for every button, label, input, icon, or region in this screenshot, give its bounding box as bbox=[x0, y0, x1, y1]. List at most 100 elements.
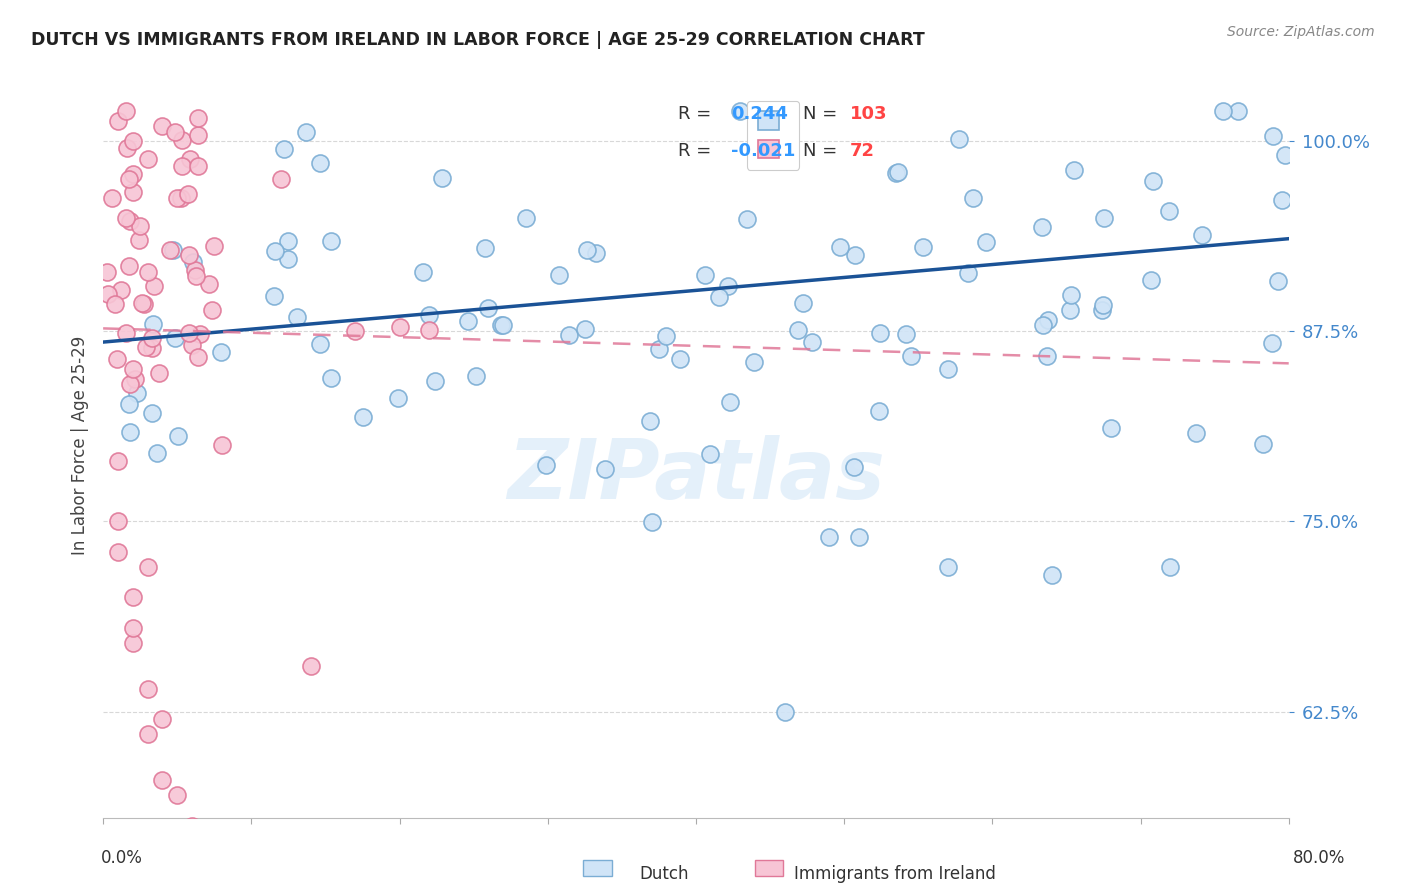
Point bbox=[129, 219, 152, 233]
Point bbox=[886, 166, 908, 180]
Point bbox=[181, 255, 204, 269]
Point bbox=[121, 591, 143, 605]
Point bbox=[170, 191, 193, 205]
Point bbox=[695, 268, 717, 282]
Point bbox=[848, 530, 870, 544]
Point bbox=[198, 277, 221, 292]
Text: Source: ZipAtlas.com: Source: ZipAtlas.com bbox=[1227, 25, 1375, 39]
Point bbox=[141, 331, 163, 345]
Point bbox=[735, 211, 758, 226]
Point bbox=[593, 462, 616, 476]
Point bbox=[142, 279, 165, 293]
Point bbox=[1063, 162, 1085, 177]
Point bbox=[886, 165, 908, 179]
Point bbox=[1212, 103, 1234, 118]
Point bbox=[477, 301, 499, 316]
Point bbox=[585, 245, 607, 260]
Point bbox=[1184, 425, 1206, 440]
Y-axis label: In Labor Force | Age 25-29: In Labor Force | Age 25-29 bbox=[72, 335, 89, 555]
Point bbox=[167, 429, 190, 443]
Point bbox=[648, 342, 671, 356]
Point bbox=[321, 371, 343, 385]
Point bbox=[432, 170, 454, 185]
Point bbox=[936, 560, 959, 574]
Point bbox=[101, 191, 124, 205]
Point bbox=[1159, 560, 1181, 574]
Point bbox=[558, 328, 581, 343]
Point bbox=[388, 319, 411, 334]
Point bbox=[457, 314, 479, 328]
Point bbox=[1251, 436, 1274, 450]
Text: R =: R = bbox=[678, 105, 717, 123]
Point bbox=[418, 308, 440, 322]
Point bbox=[148, 366, 170, 380]
Text: 103: 103 bbox=[851, 105, 887, 123]
Point bbox=[107, 453, 129, 467]
Point bbox=[105, 352, 128, 367]
Point bbox=[1157, 203, 1180, 218]
Point bbox=[492, 318, 515, 332]
Point bbox=[187, 351, 209, 365]
Point bbox=[166, 191, 188, 205]
Point bbox=[201, 302, 224, 317]
Point bbox=[1091, 303, 1114, 318]
Point bbox=[655, 329, 678, 343]
Point bbox=[114, 211, 136, 225]
Text: N =: N = bbox=[803, 142, 842, 161]
Point bbox=[387, 392, 409, 406]
Point bbox=[638, 414, 661, 428]
Point bbox=[948, 132, 970, 146]
Point bbox=[1092, 298, 1115, 312]
Point bbox=[1099, 420, 1122, 434]
Point bbox=[115, 141, 138, 155]
Point bbox=[1260, 336, 1282, 351]
Point bbox=[309, 337, 332, 351]
Point bbox=[474, 241, 496, 255]
Point bbox=[773, 705, 796, 719]
Point bbox=[166, 788, 188, 802]
Point bbox=[202, 239, 225, 253]
Point bbox=[142, 317, 165, 331]
Point bbox=[536, 458, 558, 472]
Point bbox=[96, 265, 118, 279]
Point bbox=[118, 259, 141, 273]
Point bbox=[412, 265, 434, 279]
Point bbox=[936, 362, 959, 376]
Point bbox=[1140, 273, 1163, 287]
Point bbox=[187, 159, 209, 173]
Point bbox=[263, 289, 285, 303]
Point bbox=[122, 168, 145, 182]
Point bbox=[121, 185, 143, 199]
Point bbox=[1142, 174, 1164, 188]
Text: Dutch: Dutch bbox=[640, 865, 689, 883]
Point bbox=[742, 354, 765, 368]
Point bbox=[641, 515, 664, 529]
Point bbox=[1059, 302, 1081, 317]
Point bbox=[894, 326, 917, 341]
Point bbox=[956, 266, 979, 280]
Point bbox=[800, 335, 823, 350]
Point bbox=[842, 459, 865, 474]
Point bbox=[489, 318, 512, 332]
Point bbox=[165, 331, 187, 345]
Point bbox=[574, 322, 596, 336]
Point bbox=[792, 296, 814, 310]
Point bbox=[1267, 274, 1289, 288]
Point bbox=[1226, 103, 1249, 118]
Point bbox=[717, 279, 740, 293]
Point bbox=[299, 659, 322, 673]
Point bbox=[962, 191, 984, 205]
Text: N =: N = bbox=[803, 105, 842, 123]
Text: 80.0%: 80.0% bbox=[1294, 849, 1346, 867]
Point bbox=[135, 340, 157, 354]
Point bbox=[162, 243, 184, 257]
Point bbox=[121, 636, 143, 650]
Point bbox=[285, 310, 308, 325]
Point bbox=[844, 248, 866, 262]
Point bbox=[107, 545, 129, 559]
Point bbox=[869, 326, 891, 341]
Point bbox=[107, 114, 129, 128]
Point bbox=[110, 283, 132, 297]
Point bbox=[295, 125, 318, 139]
Point bbox=[115, 104, 138, 119]
